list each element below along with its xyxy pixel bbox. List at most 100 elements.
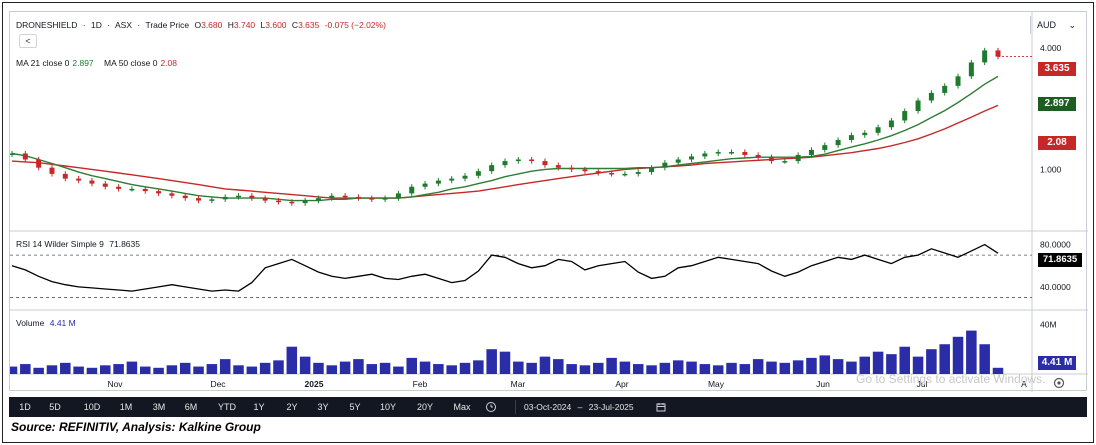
- candle-body: [409, 186, 415, 194]
- candle-body: [236, 195, 242, 198]
- timeframe-3m[interactable]: 3M: [152, 402, 166, 412]
- volume-bar: [379, 362, 391, 374]
- chart-canvas[interactable]: 4.000 1.000 80.0000 40.0000 40M Nov Dec 2025 Feb…: [10, 12, 1088, 392]
- candle-body: [129, 188, 135, 191]
- volume-bar: [659, 362, 671, 374]
- activation-watermark: Go to Settings to activate Windows.: [856, 372, 1046, 386]
- candle-body: [848, 135, 854, 140]
- date-range-picker[interactable]: 03-Oct-2024 – 23-Jul-2025: [515, 400, 667, 414]
- volume-bar: [313, 362, 324, 374]
- candle-body: [689, 156, 695, 160]
- volume-bar: [513, 361, 524, 374]
- history-icon[interactable]: [485, 401, 497, 413]
- x-axis-tick: Apr: [615, 379, 628, 389]
- volume-bar: [726, 362, 737, 374]
- timeframe-5y[interactable]: 5Y: [349, 402, 361, 412]
- timeframe-1y[interactable]: 1Y: [253, 402, 265, 412]
- candle-body: [569, 167, 575, 170]
- candle-body: [609, 172, 615, 175]
- range-start: 03-Oct-2024: [524, 402, 572, 412]
- chevron-down-icon: ⌄: [1068, 20, 1076, 30]
- volume-bar: [992, 367, 1004, 374]
- volume-bar: [286, 346, 298, 374]
- timeframe-3y[interactable]: 3Y: [317, 402, 329, 412]
- volume-bar: [859, 356, 871, 374]
- collapse-legend-button[interactable]: <: [19, 34, 37, 48]
- volume-bar: [966, 330, 977, 374]
- volume-bar: [259, 362, 271, 374]
- volume-bar: [606, 357, 617, 374]
- volume-bar: [46, 365, 58, 374]
- candle-body: [302, 200, 308, 204]
- candle-body: [289, 201, 295, 204]
- candle-body: [10, 153, 15, 155]
- candle-body: [329, 195, 335, 199]
- candle-body: [382, 198, 388, 200]
- volume-bar: [712, 365, 724, 374]
- candle-body: [36, 159, 42, 168]
- volume-bar: [779, 362, 791, 374]
- volume-bar: [86, 367, 98, 374]
- timeframe-1m[interactable]: 1M: [119, 402, 133, 412]
- timeframe-ytd[interactable]: YTD: [218, 402, 236, 412]
- legend-dot: ·: [137, 20, 141, 30]
- volume-bar: [353, 359, 364, 374]
- volume-bar: [619, 361, 631, 374]
- volume-bar: [299, 356, 311, 374]
- chevron-left-icon: <: [25, 36, 31, 46]
- interval-label: 1D: [91, 20, 102, 30]
- timeframe-20y[interactable]: 20Y: [416, 402, 433, 412]
- candle-body: [462, 175, 468, 179]
- last-price-badge: 3.635: [1038, 62, 1076, 76]
- candle-body: [622, 173, 628, 176]
- timeframe-5d[interactable]: 5D: [49, 402, 61, 412]
- volume-bar: [326, 365, 338, 374]
- ma-legend: MA 21 close 0 2.897 MA 50 close 0 2.08: [16, 58, 180, 68]
- open-value: 3.680: [201, 20, 223, 30]
- timeframe-max[interactable]: Max: [453, 402, 471, 412]
- candle-body: [182, 195, 188, 199]
- low-value: 3.600: [265, 20, 287, 30]
- x-axis-tick: Dec: [210, 379, 226, 389]
- volume-bar: [553, 359, 564, 374]
- candle-body: [435, 180, 441, 184]
- rsi-axis-tick: 80.0000: [1040, 240, 1071, 250]
- timeframe-1d[interactable]: 1D: [19, 402, 31, 412]
- candle-body: [249, 195, 255, 199]
- candle-body: [742, 152, 748, 155]
- candle-body: [702, 153, 708, 157]
- chart-panel[interactable]: 4.000 1.000 80.0000 40.0000 40M Nov Dec 2025 Feb…: [9, 11, 1088, 392]
- rsi-axis-tick: 40.0000: [1040, 282, 1071, 292]
- timeframe-toolbar: 1D 5D 10D 1M 3M 6M YTD 1Y 2Y 3Y 5Y 10Y 20Y Max 03-Oct…: [9, 397, 1087, 417]
- symbol-name: DRONESHIELD: [16, 20, 78, 30]
- timeframe-10d[interactable]: 10D: [83, 402, 101, 412]
- rsi-value: 71.8635: [109, 239, 140, 249]
- price-axis-tick: 4.000: [1040, 43, 1062, 53]
- candle-body: [489, 165, 495, 172]
- volume-legend: Volume 4.41 M: [16, 318, 79, 328]
- volume-value: 4.41 M: [49, 318, 76, 328]
- timeframe-2y[interactable]: 2Y: [286, 402, 298, 412]
- candle-body: [62, 173, 68, 179]
- x-axis-tick: 2025: [305, 379, 324, 389]
- timeframe-10y[interactable]: 10Y: [379, 402, 396, 412]
- calendar-icon[interactable]: [656, 402, 666, 412]
- volume-bar: [939, 344, 950, 374]
- settings-icon[interactable]: [1052, 376, 1066, 390]
- timeframe-6m[interactable]: 6M: [184, 402, 198, 412]
- candle-body: [729, 152, 735, 154]
- candle-body: [662, 162, 668, 168]
- candle-body: [595, 171, 601, 173]
- candle-body: [222, 196, 228, 200]
- volume-bar: [219, 359, 231, 374]
- currency-select[interactable]: AUD ⌄: [1030, 16, 1082, 34]
- candle-body: [22, 153, 28, 160]
- ma21-badge: 2.897: [1038, 97, 1076, 111]
- volume-bar: [60, 362, 71, 374]
- rsi-legend: RSI 14 Wilder Simple 9 71.8635: [16, 239, 143, 249]
- ma21-label: MA 21 close 0: [16, 58, 70, 68]
- candle-body: [875, 127, 881, 133]
- exchange-label: ASX: [115, 20, 133, 30]
- candle-body: [795, 154, 801, 162]
